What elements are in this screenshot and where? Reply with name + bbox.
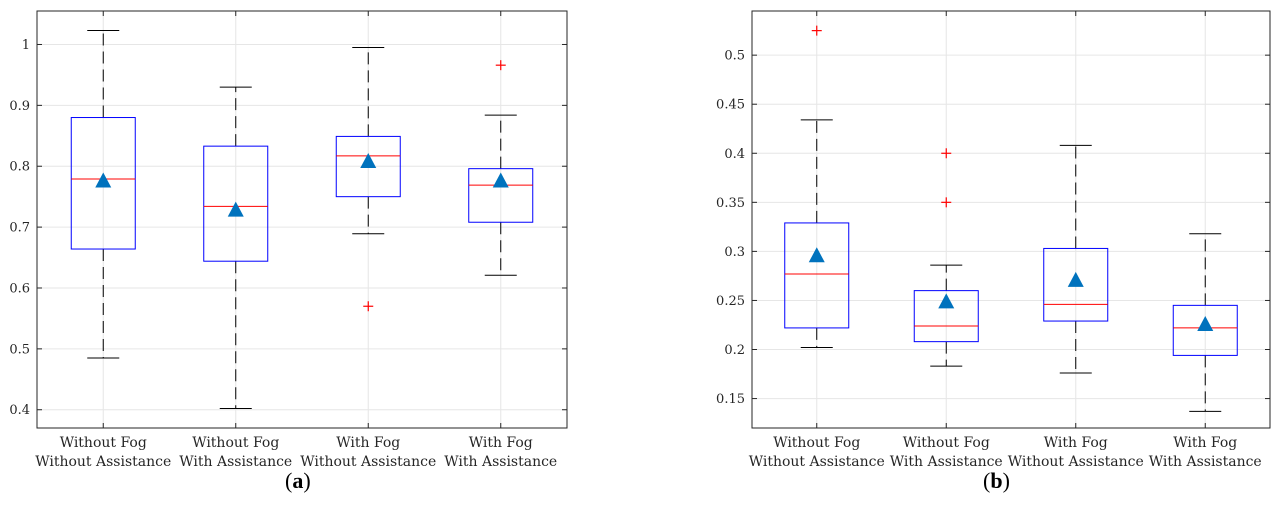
mean-marker (95, 172, 112, 188)
y-tick-label: 0.5 (9, 342, 30, 357)
x-category-label: With Assistance (444, 454, 557, 470)
outlier-marker (941, 197, 952, 208)
y-tick-label: 0.4 (9, 403, 30, 418)
mean-marker (227, 201, 244, 217)
x-category-label: Without Fog (903, 435, 990, 451)
outlier-marker (495, 60, 506, 71)
outlier-marker (363, 301, 374, 312)
y-tick-label: 0.9 (9, 99, 30, 114)
outlier-marker (811, 25, 822, 36)
y-tick-label: 0.8 (9, 160, 30, 175)
y-tick-label: 0.6 (9, 281, 30, 296)
y-tick-label: 0.45 (716, 98, 745, 113)
x-category-label: With Fog (336, 435, 400, 451)
mean-marker (808, 247, 825, 263)
iqr-box (1043, 247, 1109, 322)
iqr-box (70, 117, 136, 250)
plot-frame (751, 10, 1271, 429)
y-tick-label: 0.2 (724, 343, 745, 358)
box-group (203, 86, 269, 410)
mean-marker (360, 152, 377, 168)
box-group (468, 60, 534, 276)
y-tick-label: 0.15 (716, 392, 745, 407)
x-category-label: With Fog (469, 435, 533, 451)
y-tick-label: 0.25 (716, 294, 745, 309)
iqr-box (468, 168, 534, 223)
box-group (913, 148, 979, 367)
x-category-label: Without Fog (60, 435, 147, 451)
iqr-box (203, 145, 269, 262)
iqr-box (1172, 304, 1238, 356)
iqr-box (913, 290, 979, 343)
y-tick-label: 0.7 (9, 221, 30, 236)
plot-frame (36, 10, 568, 429)
y-tick-label: 0.3 (724, 245, 745, 260)
x-category-label: Without Assistance (1008, 454, 1144, 470)
iqr-box (335, 135, 401, 198)
outlier-marker (941, 148, 952, 159)
y-tick-label: 0.4 (724, 147, 745, 162)
panel-label-a: (a) (285, 468, 311, 493)
y-tick-label: 0.35 (716, 196, 745, 211)
boxplot-panel-a: 0.4 0.5 0.6 0.7 0.8 0.9 1 Without Fog Without As… (9, 10, 568, 470)
x-category-label: Without Assistance (749, 454, 885, 470)
x-category-label: With Assistance (890, 454, 1003, 470)
x-category-label: With Fog (1044, 435, 1108, 451)
x-category-label: Without Assistance (35, 454, 171, 470)
boxplot-panel-b: 0.15 0.2 0.25 0.3 0.35 0.4 0.45 0.5 Without Fog W… (716, 10, 1271, 470)
x-category-label: Without Fog (773, 435, 860, 451)
x-category-label: Without Fog (192, 435, 279, 451)
box-group (1172, 233, 1238, 412)
box-group (335, 47, 401, 312)
panel-label-b: (b) (983, 468, 1010, 493)
mean-marker (1197, 315, 1214, 331)
x-category-label: Without Assistance (300, 454, 436, 470)
x-category-label: With Fog (1173, 435, 1237, 451)
x-category-label: With Assistance (1149, 454, 1262, 470)
mean-marker (938, 293, 955, 309)
box-group (784, 25, 850, 349)
y-tick-label: 0.5 (724, 49, 745, 64)
mean-marker (492, 172, 509, 188)
iqr-box (784, 222, 850, 329)
box-group (1043, 144, 1109, 374)
y-tick-label: 1 (22, 38, 30, 53)
mean-marker (1067, 271, 1084, 287)
box-group (70, 29, 136, 359)
x-category-label: With Assistance (179, 454, 292, 470)
